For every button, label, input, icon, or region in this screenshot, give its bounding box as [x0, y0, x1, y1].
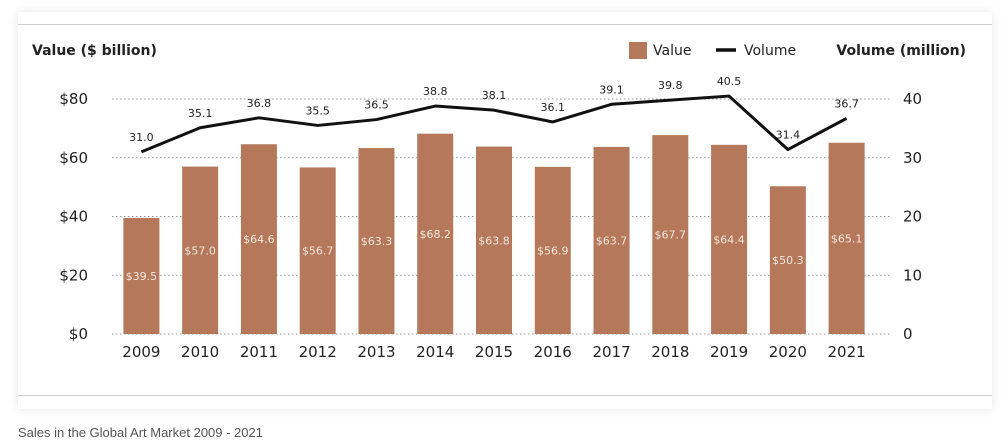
bar-value-label: $63.3 [361, 235, 393, 248]
legend-value-label: Value [653, 43, 691, 59]
legend: Value Volume [629, 42, 796, 59]
volume-point-label: 36.1 [541, 101, 566, 114]
value-bar [769, 186, 806, 334]
volume-point-label: 38.1 [482, 89, 507, 102]
right-tick-label: 20 [903, 208, 922, 226]
bar-value-label: $56.7 [302, 245, 334, 258]
left-tick-label: $40 [59, 208, 88, 226]
value-bar [828, 142, 865, 334]
value-bars [123, 133, 865, 334]
left-tick-label: $60 [59, 149, 88, 167]
bar-value-label: $64.4 [713, 233, 745, 246]
x-tick-label: 2014 [416, 343, 454, 361]
volume-point-label: 36.5 [364, 99, 389, 112]
axes: $0 $20 $40 $60 $80 0 10 20 30 40 2009 2010 2011 2012 2… [59, 90, 922, 361]
x-tick-label: 2019 [710, 343, 748, 361]
x-tick-label: 2010 [181, 343, 219, 361]
figure-caption: Sales in the Global Art Market 2009 - 20… [18, 425, 263, 440]
value-bar [711, 144, 748, 334]
x-tick-label: 2015 [475, 343, 513, 361]
x-tick-label: 2013 [357, 343, 395, 361]
left-tick-label: $80 [59, 90, 88, 108]
value-bar [534, 166, 571, 334]
value-bar [123, 217, 160, 334]
volume-line [140, 94, 848, 154]
bar-value-label: $56.9 [537, 244, 569, 257]
volume-point-label: 40.5 [717, 75, 742, 88]
bar-value-label: $64.6 [243, 233, 275, 246]
left-tick-label: $0 [69, 325, 88, 343]
bar-value-label: $50.3 [772, 254, 804, 267]
x-tick-label: 2018 [651, 343, 689, 361]
x-tick-label: 2021 [828, 343, 866, 361]
volume-point-label: 38.8 [423, 85, 448, 98]
volume-point-label: 39.1 [599, 83, 624, 96]
volume-series-line [140, 94, 848, 154]
right-tick-label: 0 [903, 325, 913, 343]
value-bar [417, 133, 454, 334]
value-bar [299, 167, 336, 334]
volume-point-label: 31.4 [776, 129, 801, 142]
volume-point-label: 39.8 [658, 79, 683, 92]
value-bar [593, 146, 630, 334]
chart-card: $39.5 $57.0 $64.6 $56.7 $63.3 $68.2 $63.8 $56.9… [18, 12, 992, 409]
value-bar [358, 148, 395, 334]
bar-value-label: $63.7 [596, 234, 628, 247]
volume-point-label: 35.5 [305, 104, 330, 117]
value-bar [476, 146, 512, 334]
value-bar [240, 144, 277, 334]
volume-point-label: 31.0 [129, 131, 154, 144]
x-tick-label: 2011 [240, 343, 278, 361]
bar-value-label: $65.1 [831, 232, 863, 245]
value-bar [182, 166, 219, 334]
value-bar [652, 135, 689, 334]
bar-value-label: $39.5 [126, 270, 158, 283]
bar-value-label: $63.8 [478, 234, 510, 247]
x-tick-label: 2016 [534, 343, 572, 361]
combo-chart: $39.5 $57.0 $64.6 $56.7 $63.3 $68.2 $63.8 $56.9… [32, 42, 966, 361]
legend-value-swatch [629, 42, 647, 59]
right-tick-label: 10 [903, 266, 922, 284]
right-tick-label: 30 [903, 149, 922, 167]
bottom-rule [18, 395, 992, 396]
left-tick-label: $20 [59, 266, 88, 284]
legend-volume-label: Volume [744, 43, 796, 59]
bar-value-label: $68.2 [419, 228, 451, 241]
top-rule [18, 24, 992, 25]
volume-point-label: 36.7 [834, 97, 859, 110]
x-tick-label: 2020 [769, 343, 807, 361]
right-axis-title: Volume (million) [836, 43, 966, 59]
data-labels: $39.5 $57.0 $64.6 $56.7 $63.3 $68.2 $63.8 $56.9… [126, 75, 863, 283]
bar-value-label: $57.0 [184, 244, 216, 257]
right-tick-label: 40 [903, 90, 922, 108]
volume-point-label: 35.1 [188, 107, 213, 120]
bar-value-label: $67.7 [655, 229, 687, 242]
x-tick-label: 2017 [592, 343, 630, 361]
x-tick-label: 2009 [122, 343, 160, 361]
volume-point-label: 36.8 [247, 97, 272, 110]
left-axis-title: Value ($ billion) [32, 43, 157, 59]
x-tick-label: 2012 [299, 343, 337, 361]
